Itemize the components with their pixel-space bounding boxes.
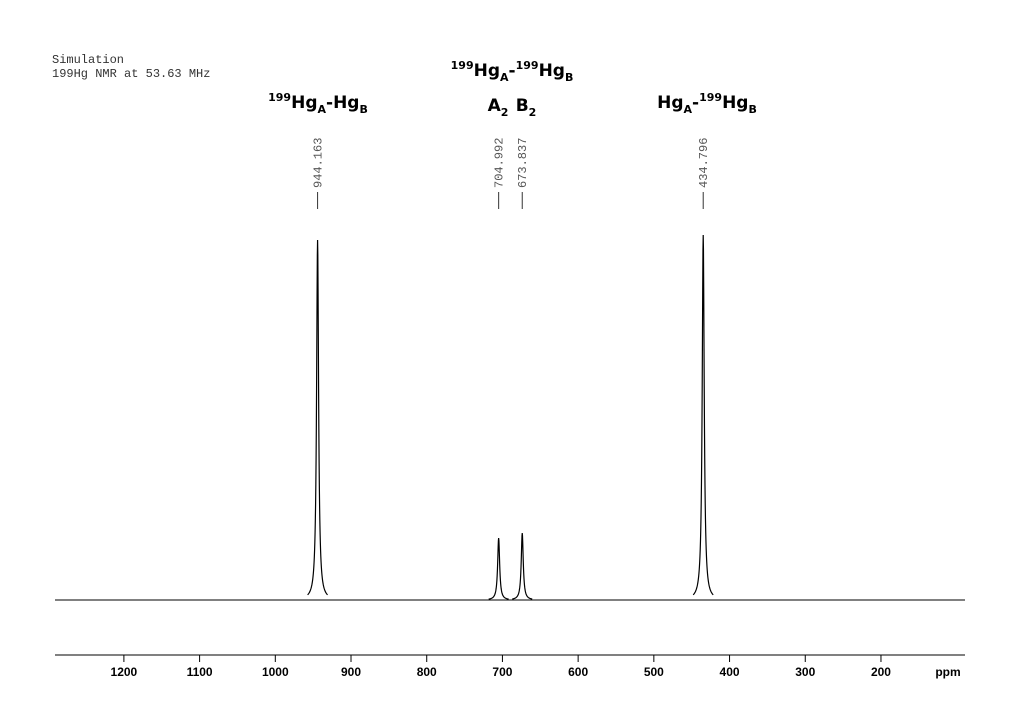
annotation-part: 199 <box>699 91 722 104</box>
peak-annotation: 199HgA-199HgB <box>451 59 574 84</box>
annotation-part: A <box>318 103 327 116</box>
annotation-part: 199 <box>451 59 474 72</box>
peak-label: 704.992 <box>493 138 507 188</box>
annotation-part: - <box>509 61 516 81</box>
x-tick-label: 500 <box>644 665 664 679</box>
annotation-part: 199 <box>516 59 539 72</box>
header-line: Simulation <box>52 53 124 67</box>
annotation-part: Hg <box>474 61 500 81</box>
peak-annotation: A2 <box>488 96 509 119</box>
peak <box>692 234 714 596</box>
peak-annotation: HgA-199HgB <box>657 91 757 116</box>
annotation-part: 2 <box>501 106 509 119</box>
annotation-part: 2 <box>529 106 537 119</box>
peak-annotation: 199HgA-HgB <box>268 91 368 116</box>
annotation-part: B <box>359 103 367 116</box>
x-tick-label: 1100 <box>187 665 213 679</box>
x-tick-label: 600 <box>568 665 588 679</box>
peak-label: 944.163 <box>312 138 326 188</box>
annotation-part: A <box>488 96 502 116</box>
annotation-part: B <box>748 103 756 116</box>
annotation-part: -Hg <box>326 93 359 113</box>
peak <box>307 239 329 596</box>
annotation-part: 199 <box>268 91 291 104</box>
annotation-part: B <box>565 71 573 84</box>
x-tick-label: 400 <box>720 665 740 679</box>
peak <box>488 537 509 600</box>
x-tick-label: 700 <box>492 665 512 679</box>
peak-label: 434.796 <box>697 138 711 188</box>
x-tick-label: 900 <box>341 665 361 679</box>
peak <box>512 532 533 600</box>
peak-annotation: B2 <box>516 96 537 119</box>
annotation-part: B <box>516 96 529 116</box>
x-tick-label: 1000 <box>262 665 289 679</box>
x-tick-label: 300 <box>795 665 815 679</box>
x-tick-label: 1200 <box>111 665 138 679</box>
x-tick-label: 800 <box>417 665 437 679</box>
annotation-part: - <box>692 93 699 113</box>
annotation-part: Hg <box>291 93 317 113</box>
peak-label: 673.837 <box>516 138 530 188</box>
annotation-part: A <box>684 103 693 116</box>
x-tick-label: 200 <box>871 665 891 679</box>
annotation-part: Hg <box>539 61 565 81</box>
header-line: 199Hg NMR at 53.63 MHz <box>52 67 210 81</box>
annotation-part: Hg <box>657 93 683 113</box>
x-axis-label: ppm <box>935 665 960 679</box>
annotation-part: A <box>500 71 509 84</box>
annotation-part: Hg <box>722 93 748 113</box>
